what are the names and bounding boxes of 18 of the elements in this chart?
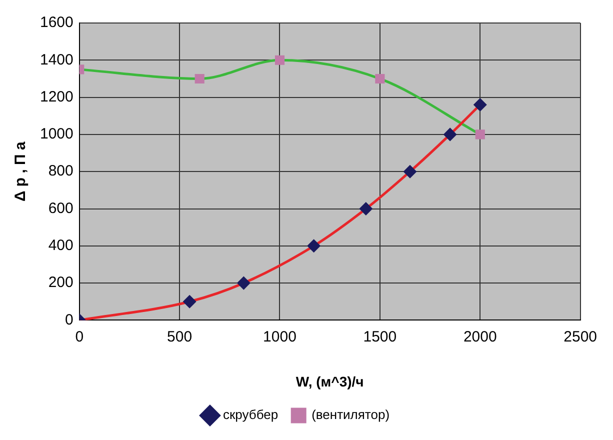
x-tick-label: 500 [167,328,192,346]
y-tick-label: 800 [48,162,74,180]
y-tick-label: 1200 [40,88,74,106]
y-tick-label: 1000 [40,126,74,143]
y-tick-label: 1600 [40,14,74,32]
y-tick-label: 200 [48,274,74,292]
y-tick-label: 400 [48,237,74,254]
legend-label: (вентилятор) [312,407,390,422]
x-tick-label: 1500 [363,328,397,346]
x-tick-label: 2000 [463,328,497,346]
y-tick-label: 600 [48,200,74,217]
x-tick-label: 2500 [564,328,598,346]
y-tick-label: 0 [65,311,74,328]
x-tick-label: 1000 [263,328,296,346]
x-axis-title: W, (м^3)/ч [296,373,364,390]
y-tick-label: 1400 [40,51,74,68]
y-axis-title: Δ p , П а [12,140,30,202]
legend-label: скруббер [222,407,278,422]
